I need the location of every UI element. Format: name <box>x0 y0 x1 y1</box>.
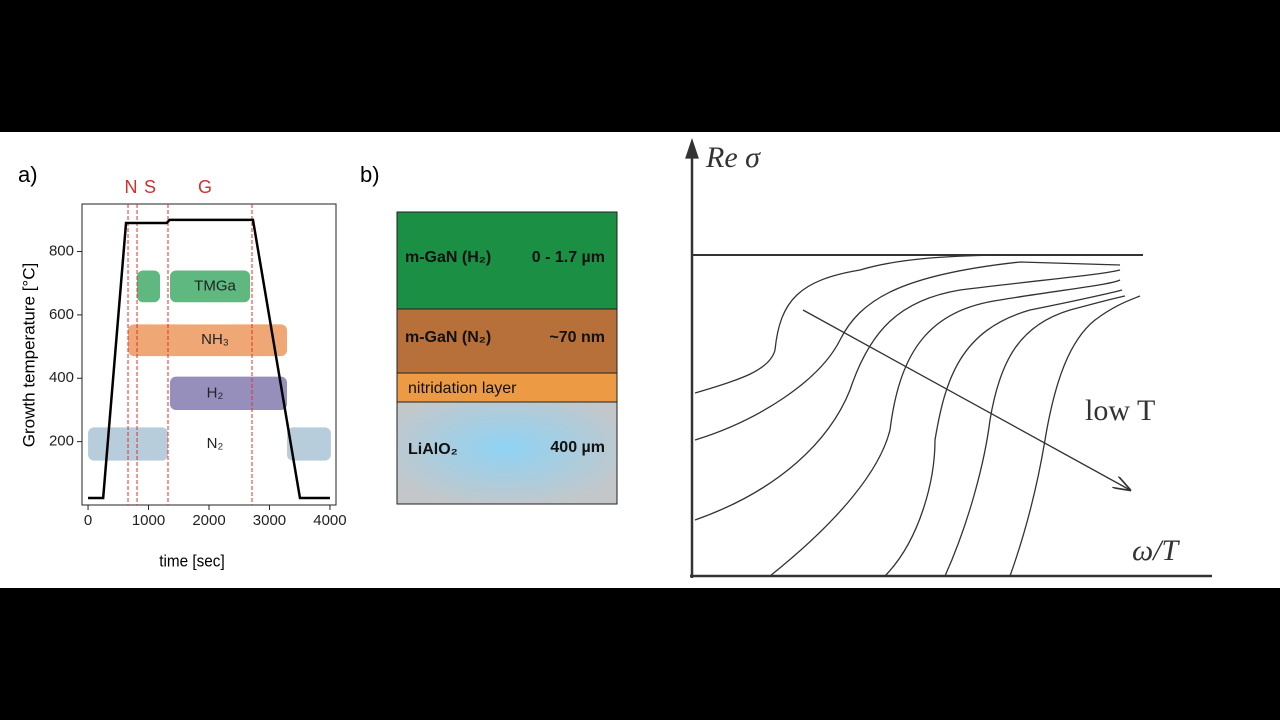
x-axis-label: time [sec] <box>159 552 224 571</box>
trend-arrow <box>802 309 1130 490</box>
y-tick-label: 800 <box>49 242 74 259</box>
phase-label: G <box>198 177 212 197</box>
curve <box>769 279 1121 577</box>
panel-label: b) <box>360 162 380 187</box>
panel-label: a) <box>18 162 38 187</box>
panel-b: b) m-GaN (H₂) 0 - 1.7 µm m-GaN (N₂) ~70 … <box>360 162 618 505</box>
y-axis-label: Growth temperature [°C] <box>19 263 38 447</box>
x-tick-label: 2000 <box>192 512 225 529</box>
curve <box>694 261 1121 441</box>
legend-label: N₂ <box>207 435 224 452</box>
layer-name: nitridation layer <box>408 380 517 397</box>
x-tick-label: 4000 <box>313 512 346 529</box>
legend-label: NH₃ <box>201 331 229 348</box>
curve <box>1009 295 1141 577</box>
x-tick-label: 3000 <box>253 512 286 529</box>
panel-a: a) time [sec] Growth temperature [°C] 20… <box>18 162 347 571</box>
gas-band <box>169 270 251 303</box>
y-tick-label: 200 <box>49 433 74 450</box>
gas-band <box>287 427 331 461</box>
panel-c: Re σ ω/T low T <box>685 137 1212 578</box>
phase-label: S <box>144 177 156 197</box>
legend-label: TMGa <box>194 277 236 294</box>
x-tick-label: 0 <box>84 512 92 529</box>
curve <box>944 295 1126 577</box>
axis-arrow <box>685 137 699 159</box>
layer-detail: 400 µm <box>550 439 605 456</box>
curve <box>694 254 1001 394</box>
layer-name: m-GaN (N₂) <box>405 329 491 346</box>
legend-label: H₂ <box>207 384 224 401</box>
layer <box>396 401 618 505</box>
y-tick-label: 400 <box>49 369 74 386</box>
layer-detail: ~70 nm <box>549 329 605 346</box>
y-axis-label: Re σ <box>705 141 761 174</box>
curve <box>694 269 1121 521</box>
gas-band <box>169 376 288 410</box>
gas-band <box>137 270 161 303</box>
curve <box>884 289 1123 577</box>
x-axis-label: ω/T <box>1132 534 1181 567</box>
phase-label: N <box>124 177 137 197</box>
x-tick-label: 1000 <box>132 512 165 529</box>
layer-name: m-GaN (H₂) <box>405 249 491 266</box>
layer-name: LiAlO₂ <box>408 441 458 458</box>
layer <box>396 308 618 374</box>
temperature-line <box>88 218 330 500</box>
arrow-label: low T <box>1085 394 1155 427</box>
y-tick-label: 600 <box>49 306 74 323</box>
layer <box>396 211 618 310</box>
layer-detail: 0 - 1.7 µm <box>532 249 605 266</box>
